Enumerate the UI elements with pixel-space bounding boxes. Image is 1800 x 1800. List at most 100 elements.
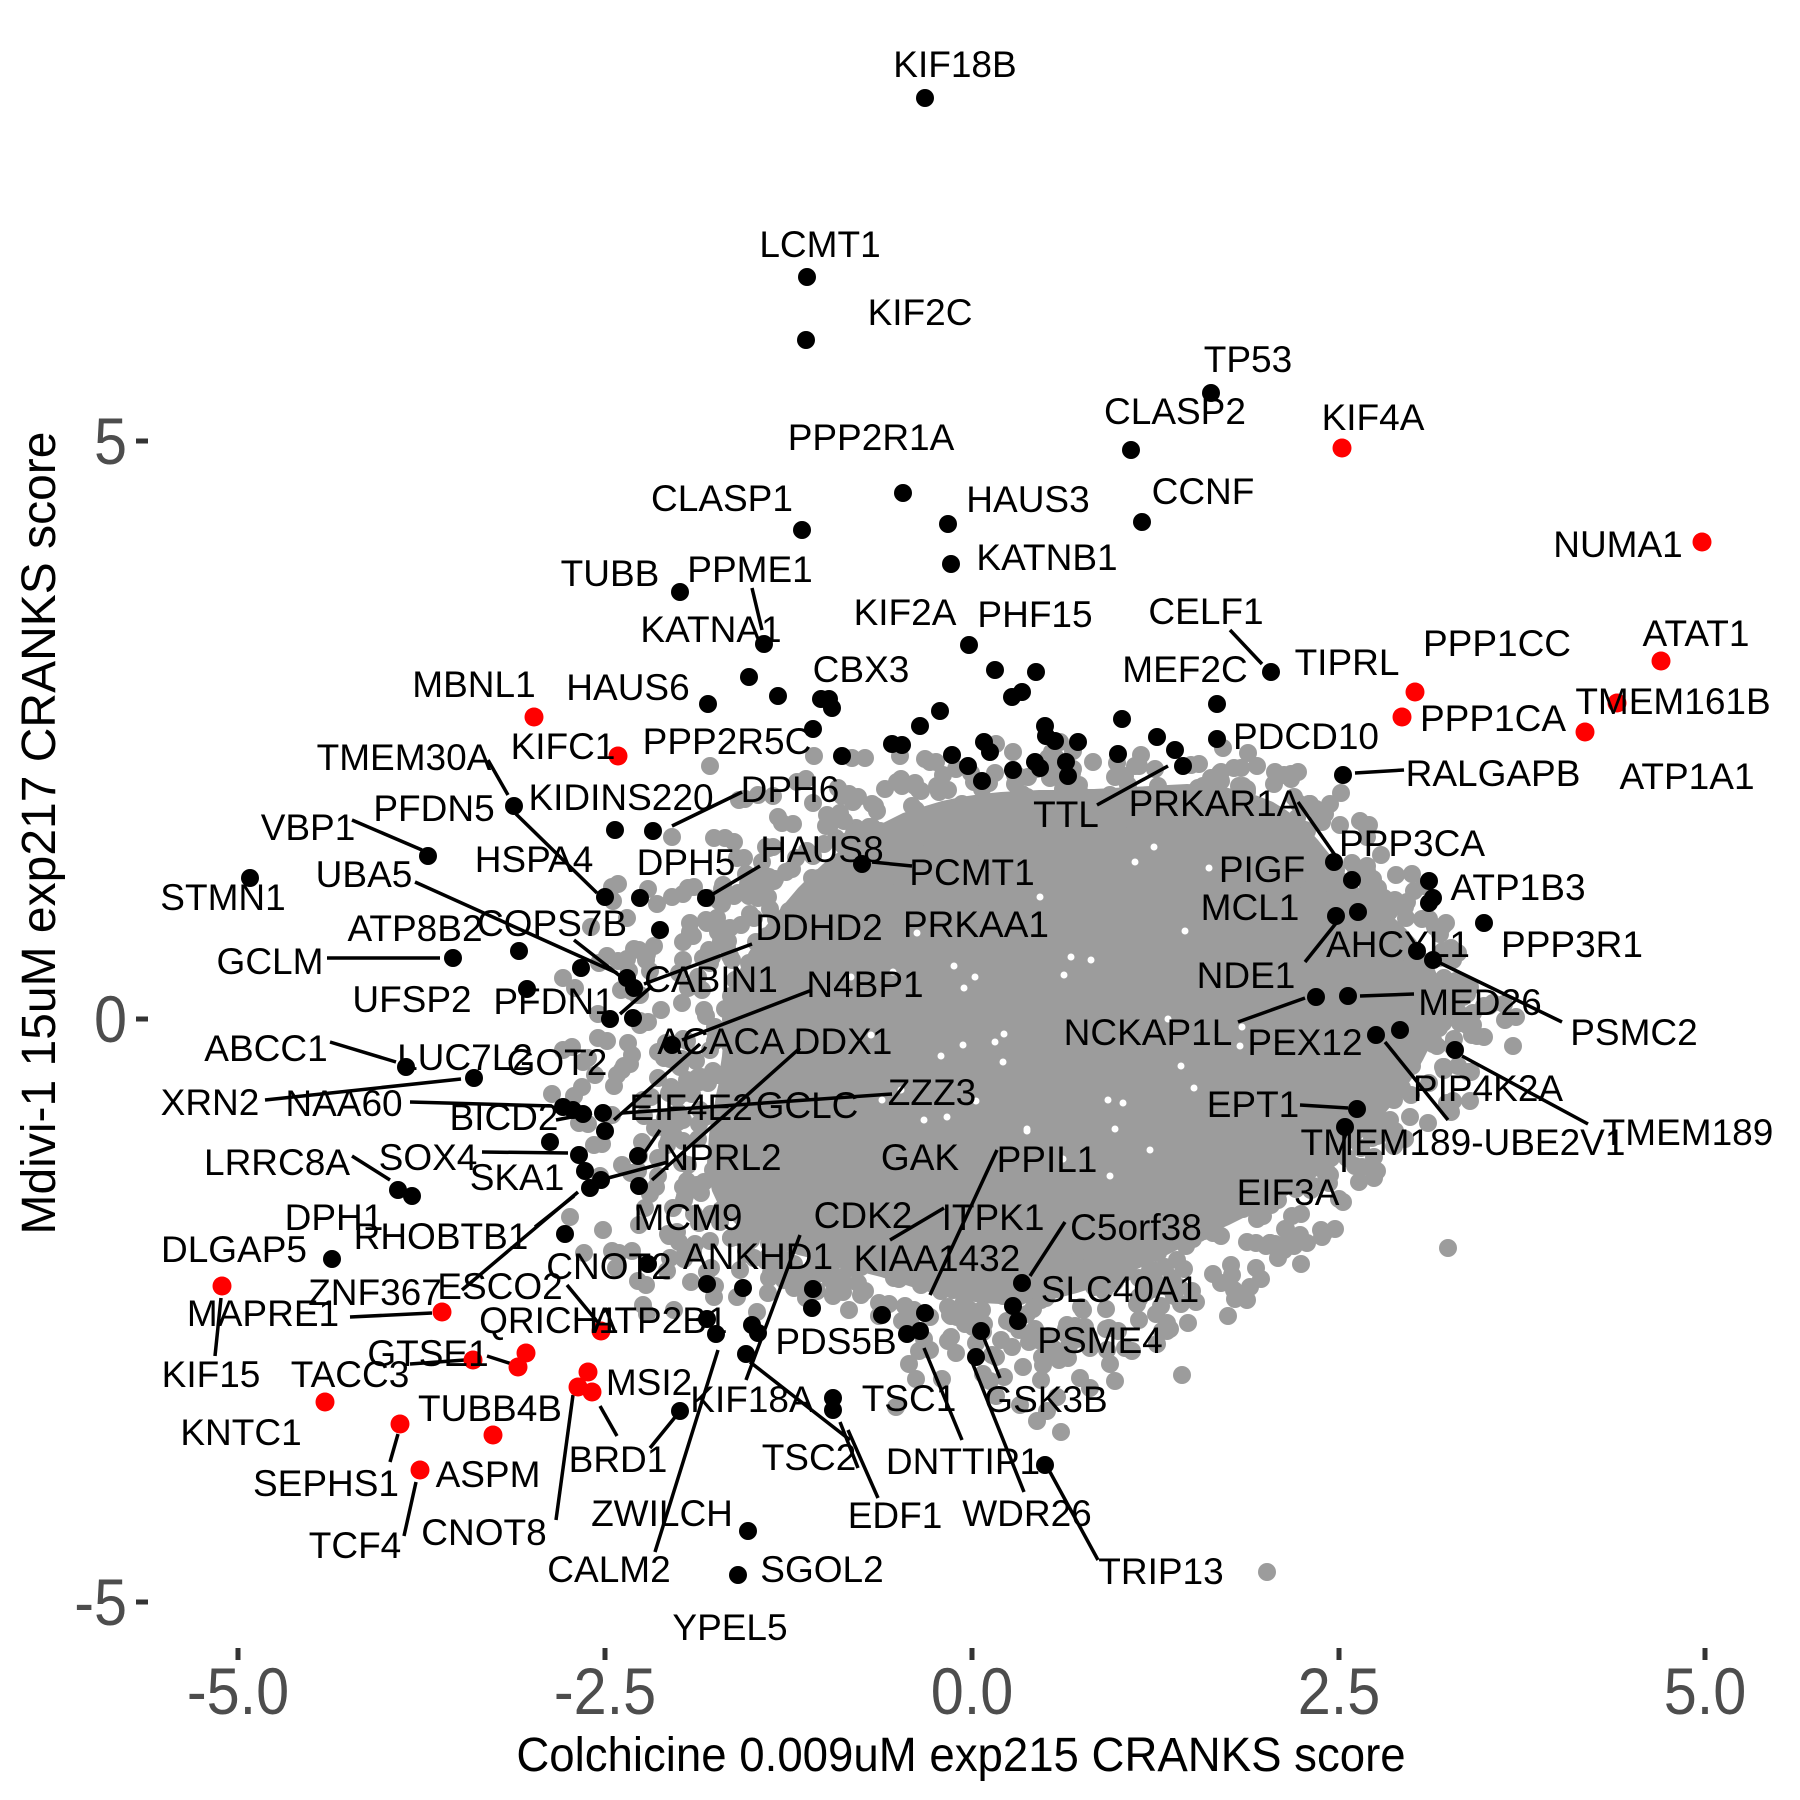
- svg-text:ATP8B2: ATP8B2: [347, 908, 482, 949]
- svg-text:PFDN1: PFDN1: [493, 981, 614, 1022]
- svg-text:PPP2R5C: PPP2R5C: [643, 721, 812, 762]
- svg-text:XRN2: XRN2: [161, 1082, 260, 1123]
- svg-text:STMN1: STMN1: [160, 877, 285, 918]
- svg-text:TRIP13: TRIP13: [1098, 1551, 1223, 1592]
- svg-text:PPP3CA: PPP3CA: [1339, 823, 1485, 864]
- svg-text:TSC2: TSC2: [762, 1437, 857, 1478]
- svg-text:COPS7B: COPS7B: [477, 903, 627, 944]
- svg-text:TUBB4B: TUBB4B: [418, 1388, 562, 1429]
- svg-text:CLASP2: CLASP2: [1104, 391, 1246, 432]
- svg-text:EIF3A: EIF3A: [1237, 1172, 1340, 1213]
- svg-text:PSMC2: PSMC2: [1570, 1012, 1697, 1053]
- svg-text:MSI2: MSI2: [606, 1362, 692, 1403]
- svg-text:-5: -5: [74, 1566, 127, 1640]
- svg-text:ATP1A1: ATP1A1: [1619, 756, 1754, 797]
- svg-text:SEPHS1: SEPHS1: [253, 1463, 399, 1504]
- svg-text:N4BP1: N4BP1: [806, 964, 923, 1005]
- svg-text:HAUS8: HAUS8: [760, 829, 883, 870]
- svg-text:ASPM: ASPM: [436, 1454, 541, 1495]
- svg-text:KATNB1: KATNB1: [976, 537, 1117, 578]
- svg-text:PPP3R1: PPP3R1: [1501, 924, 1643, 965]
- svg-text:GSK3B: GSK3B: [984, 1379, 1107, 1420]
- svg-text:KNTC1: KNTC1: [180, 1412, 301, 1453]
- svg-text:CCNF: CCNF: [1152, 471, 1255, 512]
- svg-text:CNOT2: CNOT2: [546, 1246, 671, 1287]
- svg-text:ANKHD1: ANKHD1: [683, 1236, 833, 1277]
- svg-text:TMEM189-UBE2V1: TMEM189-UBE2V1: [1301, 1122, 1626, 1163]
- svg-text:UFSP2: UFSP2: [352, 979, 471, 1020]
- svg-text:QRICH1: QRICH1: [479, 1300, 619, 1341]
- svg-text:5.0: 5.0: [1664, 1655, 1747, 1729]
- svg-text:NDE1: NDE1: [1197, 955, 1296, 996]
- svg-text:TCF4: TCF4: [309, 1525, 402, 1566]
- svg-text:LCMT1: LCMT1: [759, 224, 880, 265]
- svg-text:2.5: 2.5: [1298, 1655, 1381, 1729]
- svg-text:PPP1CA: PPP1CA: [1420, 698, 1566, 739]
- svg-text:PFDN5: PFDN5: [373, 788, 494, 829]
- svg-text:TP53: TP53: [1204, 339, 1292, 380]
- svg-text:MCL1: MCL1: [1201, 887, 1300, 928]
- svg-text:PIP4K2A: PIP4K2A: [1413, 1068, 1563, 1109]
- svg-text:SLC40A1: SLC40A1: [1041, 1269, 1199, 1310]
- svg-text:DPH6: DPH6: [741, 769, 840, 810]
- svg-text:KIAA1432: KIAA1432: [854, 1238, 1021, 1279]
- svg-text:-5.0: -5.0: [187, 1655, 289, 1729]
- svg-text:TUBB: TUBB: [561, 553, 660, 594]
- svg-text:PRKAR1A: PRKAR1A: [1129, 783, 1302, 824]
- svg-text:KIF18B: KIF18B: [893, 44, 1016, 85]
- svg-text:PPIL1: PPIL1: [997, 1139, 1098, 1180]
- svg-text:PEX12: PEX12: [1247, 1022, 1362, 1063]
- svg-text:C5orf38: C5orf38: [1070, 1207, 1202, 1248]
- svg-text:0.0: 0.0: [931, 1655, 1014, 1729]
- svg-text:DDHD2: DDHD2: [755, 907, 882, 948]
- svg-text:SGOL2: SGOL2: [760, 1549, 883, 1590]
- svg-text:PIGF: PIGF: [1219, 849, 1305, 890]
- svg-text:MED26: MED26: [1418, 982, 1541, 1023]
- svg-text:5: 5: [94, 405, 127, 479]
- svg-text:Mdivi-1 15uM exp217 CRANKS sco: Mdivi-1 15uM exp217 CRANKS score: [13, 432, 66, 1235]
- svg-text:HSPA4: HSPA4: [475, 839, 594, 880]
- svg-text:DNTTIP1: DNTTIP1: [886, 1441, 1040, 1482]
- svg-text:ESCO2: ESCO2: [437, 1266, 562, 1307]
- svg-text:GCLC: GCLC: [756, 1085, 859, 1126]
- svg-text:ZNF367: ZNF367: [308, 1272, 442, 1313]
- svg-text:CBX3: CBX3: [813, 649, 910, 690]
- svg-text:PDS5B: PDS5B: [775, 1321, 896, 1362]
- svg-text:TMEM189: TMEM189: [1603, 1112, 1774, 1153]
- svg-text:PHF15: PHF15: [977, 594, 1092, 635]
- svg-text:ACACA: ACACA: [657, 1021, 785, 1062]
- svg-text:BICD2: BICD2: [450, 1097, 559, 1138]
- svg-text:-2.5: -2.5: [554, 1655, 656, 1729]
- svg-text:CELF1: CELF1: [1148, 591, 1263, 632]
- svg-text:WDR26: WDR26: [962, 1493, 1092, 1534]
- svg-text:MBNL1: MBNL1: [412, 664, 535, 705]
- svg-text:ITPK1: ITPK1: [942, 1197, 1045, 1238]
- svg-text:UBA5: UBA5: [316, 854, 413, 895]
- svg-text:NUMA1: NUMA1: [1553, 524, 1683, 565]
- svg-text:PPME1: PPME1: [687, 549, 812, 590]
- svg-text:ATP1B3: ATP1B3: [1450, 867, 1585, 908]
- svg-text:PPP2R1A: PPP2R1A: [788, 417, 955, 458]
- svg-text:ATAT1: ATAT1: [1643, 613, 1750, 654]
- svg-text:GTSE1: GTSE1: [367, 1333, 488, 1374]
- svg-text:ZWILCH: ZWILCH: [591, 1493, 733, 1534]
- svg-text:KIF18A: KIF18A: [690, 1379, 814, 1420]
- svg-text:SOX4: SOX4: [379, 1137, 478, 1178]
- svg-text:DLGAP5: DLGAP5: [161, 1229, 307, 1270]
- svg-text:MEF2C: MEF2C: [1122, 649, 1247, 690]
- svg-text:GCLM: GCLM: [217, 941, 324, 982]
- svg-text:TMEM30A: TMEM30A: [317, 737, 492, 778]
- svg-text:TACC3: TACC3: [291, 1354, 410, 1395]
- svg-text:Colchicine 0.009uM exp215 CRAN: Colchicine 0.009uM exp215 CRANKS score: [516, 1728, 1405, 1781]
- svg-text:DPH1: DPH1: [285, 1197, 384, 1238]
- svg-text:KATNA1: KATNA1: [640, 609, 781, 650]
- svg-text:EIF4E2: EIF4E2: [629, 1087, 752, 1128]
- svg-text:PDCD10: PDCD10: [1233, 716, 1379, 757]
- svg-text:TMEM161B: TMEM161B: [1575, 681, 1770, 722]
- svg-text:PPP1CC: PPP1CC: [1423, 623, 1571, 664]
- svg-text:MAPRE1: MAPRE1: [187, 1293, 339, 1334]
- svg-text:BRD1: BRD1: [569, 1439, 668, 1480]
- svg-text:MCM9: MCM9: [634, 1197, 743, 1238]
- svg-text:CALM2: CALM2: [547, 1549, 670, 1590]
- svg-text:TSC1: TSC1: [862, 1378, 957, 1419]
